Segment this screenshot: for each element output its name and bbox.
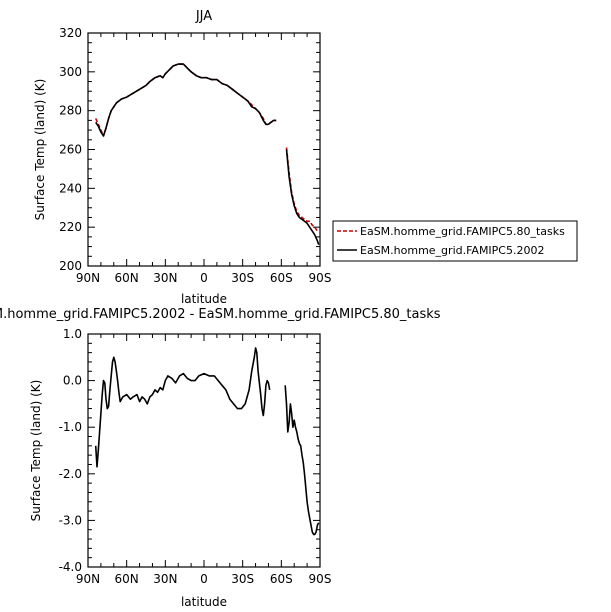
y-tick-label: 280 [59, 104, 82, 118]
legend-label-1: EaSM.homme_grid.FAMIPC5.80_tasks [360, 225, 565, 238]
x-tick-label: 60S [270, 572, 293, 586]
legend: EaSM.homme_grid.FAMIPC5.80_tasks EaSM.hom… [332, 220, 578, 262]
y-tick-label: 220 [59, 220, 82, 234]
y-axis-label: Surface Temp (land) (K) [29, 380, 43, 522]
y-tick-label: 0.0 [63, 374, 82, 388]
legend-label-2: EaSM.homme_grid.FAMIPC5.2002 [360, 244, 544, 257]
y-tick-label: -4.0 [59, 560, 82, 574]
x-tick-label: 90N [76, 572, 100, 586]
series-line-2-segment-1 [95, 63, 277, 137]
x-tick-label: 30N [153, 572, 177, 586]
x-tick-label: 90N [76, 271, 100, 285]
y-tick-label: 260 [59, 143, 82, 157]
series-line-1-segment-2 [284, 385, 320, 536]
legend-box [332, 220, 578, 262]
chart-title: JJA [195, 9, 212, 24]
x-axis-label: latitude [181, 595, 227, 609]
chart-panel-2: EaSM.homme_grid.FAMIPC5.2002 - EaSM.homm… [0, 307, 441, 609]
x-tick-label: 90S [309, 271, 332, 285]
y-tick-label: 240 [59, 181, 82, 195]
x-tick-label: 30N [153, 271, 177, 285]
x-tick-label: 0 [200, 271, 208, 285]
series-line-1-segment-1 [94, 63, 277, 137]
plot-frame [87, 333, 321, 568]
series-line-2-segment-2 [285, 149, 320, 245]
y-tick-label: 300 [59, 65, 82, 79]
y-tick-label: -2.0 [59, 467, 82, 481]
plot-frame [87, 32, 321, 267]
x-tick-label: 90S [309, 572, 332, 586]
x-tick-label: 0 [200, 572, 208, 586]
x-tick-label: 30S [231, 271, 254, 285]
chart-panel-1: JJA 90N 60N 30N 0 30S 60S 90S 200 220 240 260 280 300… [33, 9, 578, 306]
y-tick-label: 320 [59, 26, 82, 40]
x-tick-label: 60S [270, 271, 293, 285]
x-tick-label: 60N [115, 271, 139, 285]
y-tick-label: -1.0 [59, 420, 82, 434]
y-tick-label: 1.0 [63, 327, 82, 341]
y-axis-label: Surface Temp (land) (K) [33, 79, 47, 221]
y-tick-label: -3.0 [59, 513, 82, 527]
series-line-1-segment-1 [94, 347, 271, 468]
x-axis-label: latitude [181, 292, 227, 306]
x-tick-label: 60N [115, 572, 139, 586]
x-tick-label: 30S [231, 572, 254, 586]
y-tick-label: 200 [59, 259, 82, 273]
chart-title: EaSM.homme_grid.FAMIPC5.2002 - EaSM.homm… [0, 307, 441, 322]
